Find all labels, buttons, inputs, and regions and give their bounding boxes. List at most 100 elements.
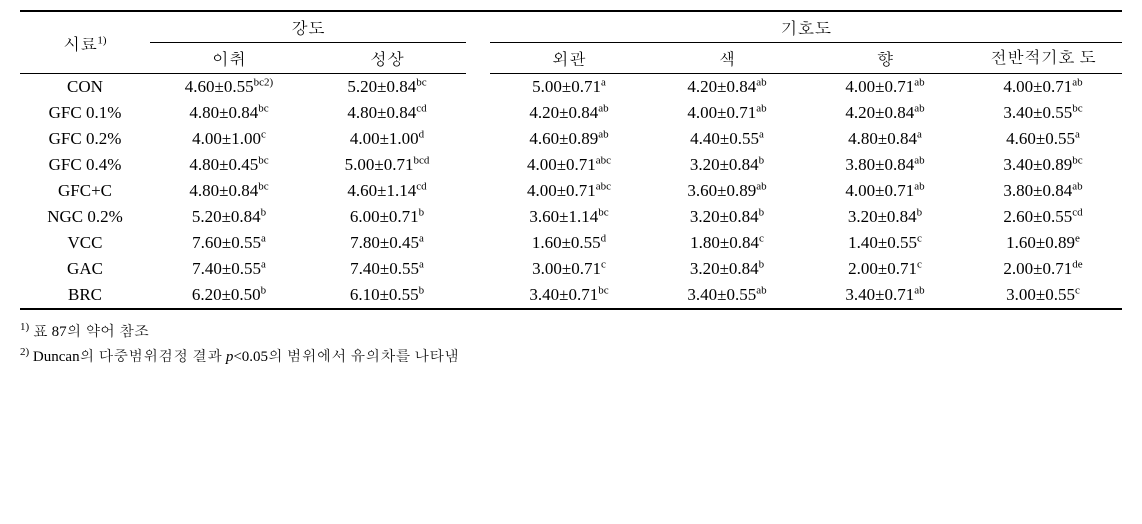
cell-superscript: ab [914, 154, 924, 166]
footnote-2-text-a: Duncan의 다중범위검정 결과 [29, 349, 226, 365]
cell-mean-sd: 4.20±0.84 [845, 103, 914, 122]
cell-superscript: cd [416, 102, 426, 114]
cell-mean-sd: 5.20±0.84 [347, 77, 416, 96]
cell-mean-sd: 2.00±0.71 [1003, 259, 1072, 278]
cell-mean-sd: 4.20±0.84 [687, 77, 756, 96]
cell-mean-sd: 4.00±0.71 [845, 181, 914, 200]
cell-superscript: abc [596, 180, 611, 192]
cell-superscript: a [601, 76, 606, 88]
cell-value: 4.80±0.84a [806, 126, 964, 152]
sample-label: 시료 [63, 35, 97, 54]
cell-mean-sd: 4.00±0.71 [845, 77, 914, 96]
cell-value: 4.00±0.71ab [648, 100, 806, 126]
cell-value: 4.80±0.84bc [150, 178, 308, 204]
cell-value: 1.40±0.55c [806, 230, 964, 256]
cell-superscript: cd [1072, 206, 1082, 218]
table-row: GFC 0.2%4.00±1.00c4.00±1.00d4.60±0.89ab4… [20, 126, 1122, 152]
cell-value: 4.20±0.84ab [648, 74, 806, 101]
cell-value: 4.80±0.45bc [150, 152, 308, 178]
row-label: NGC 0.2% [20, 204, 150, 230]
cell-value: 5.20±0.84b [150, 204, 308, 230]
cell-value: 7.80±0.45a [308, 230, 466, 256]
row-spacer [466, 178, 490, 204]
cell-mean-sd: 3.40±0.71 [529, 285, 598, 304]
cell-superscript: ab [756, 76, 766, 88]
cell-mean-sd: 4.80±0.84 [189, 181, 258, 200]
footnote-2-sup: 2) [20, 346, 29, 358]
cell-mean-sd: 6.20±0.50 [192, 285, 261, 304]
cell-value: 4.00±0.71abc [490, 152, 648, 178]
cell-value: 5.00±0.71a [490, 74, 648, 101]
cell-superscript: ab [914, 102, 924, 114]
footnotes: 1) 표 87의 약어 참조 2) Duncan의 다중범위검정 결과 p<0.… [20, 320, 1122, 366]
cell-superscript: a [1075, 128, 1080, 140]
cell-value: 3.20±0.84b [648, 152, 806, 178]
cell-superscript: ab [1072, 180, 1082, 192]
table-body: CON4.60±0.55bc2)5.20±0.84bc5.00±0.71a4.2… [20, 74, 1122, 310]
footnote-1-text: 표 87의 약어 참조 [29, 324, 149, 340]
cell-value: 4.60±1.14cd [308, 178, 466, 204]
table-row: GFC 0.4%4.80±0.45bc5.00±0.71bcd4.00±0.71… [20, 152, 1122, 178]
cell-value: 7.40±0.55a [150, 256, 308, 282]
cell-mean-sd: 4.60±0.55 [185, 77, 254, 96]
cell-mean-sd: 1.60±0.55 [532, 233, 601, 252]
row-spacer [466, 126, 490, 152]
cell-superscript: abc [596, 154, 611, 166]
cell-mean-sd: 3.60±0.89 [687, 181, 756, 200]
table-row: VCC7.60±0.55a7.80±0.45a1.60±0.55d1.80±0.… [20, 230, 1122, 256]
table-row: GAC7.40±0.55a7.40±0.55a3.00±0.71c3.20±0.… [20, 256, 1122, 282]
row-label: GFC 0.1% [20, 100, 150, 126]
cell-mean-sd: 4.60±0.55 [1006, 129, 1075, 148]
cell-value: 6.10±0.55b [308, 282, 466, 309]
cell-mean-sd: 4.00±0.71 [687, 103, 756, 122]
cell-value: 2.00±0.71de [964, 256, 1122, 282]
cell-superscript: c [601, 258, 606, 270]
col-intensity-1: 성상 [308, 43, 466, 74]
cell-mean-sd: 6.00±0.71 [350, 207, 419, 226]
cell-value: 3.40±0.89bc [964, 152, 1122, 178]
cell-mean-sd: 1.80±0.84 [690, 233, 759, 252]
cell-superscript: b [759, 154, 765, 166]
cell-superscript: bc [258, 154, 268, 166]
cell-mean-sd: 7.40±0.55 [192, 259, 261, 278]
cell-superscript: b [419, 284, 425, 296]
cell-superscript: bc [416, 76, 426, 88]
row-spacer [466, 152, 490, 178]
cell-mean-sd: 4.00±0.71 [1003, 77, 1072, 96]
cell-value: 3.40±0.71ab [806, 282, 964, 309]
cell-mean-sd: 1.40±0.55 [848, 233, 917, 252]
cell-superscript: a [261, 258, 266, 270]
cell-superscript: e [1075, 232, 1080, 244]
cell-superscript: c [917, 232, 922, 244]
row-label: GFC 0.4% [20, 152, 150, 178]
cell-value: 3.00±0.55c [964, 282, 1122, 309]
cell-value: 3.00±0.71c [490, 256, 648, 282]
cell-mean-sd: 4.40±0.55 [690, 129, 759, 148]
cell-superscript: bc [258, 102, 268, 114]
table-row: CON4.60±0.55bc2)5.20±0.84bc5.00±0.71a4.2… [20, 74, 1122, 101]
cell-superscript: cd [416, 180, 426, 192]
cell-superscript: a [261, 232, 266, 244]
cell-superscript: bc [598, 206, 608, 218]
row-label: VCC [20, 230, 150, 256]
cell-superscript: ab [598, 128, 608, 140]
cell-value: 3.40±0.55bc [964, 100, 1122, 126]
footnote-2-text-b: <0.05의 범위에서 유의차를 나타냄 [233, 349, 459, 365]
cell-superscript: a [419, 232, 424, 244]
cell-mean-sd: 6.10±0.55 [350, 285, 419, 304]
row-spacer [466, 256, 490, 282]
cell-value: 1.60±0.89e [964, 230, 1122, 256]
cell-superscript: ab [914, 180, 924, 192]
row-spacer [466, 282, 490, 309]
cell-value: 1.80±0.84c [648, 230, 806, 256]
cell-value: 2.00±0.71c [806, 256, 964, 282]
cell-superscript: ab [1072, 76, 1082, 88]
cell-mean-sd: 2.00±0.71 [848, 259, 917, 278]
row-label: CON [20, 74, 150, 101]
row-label: GFC 0.2% [20, 126, 150, 152]
cell-value: 3.40±0.55ab [648, 282, 806, 309]
cell-mean-sd: 5.00±0.71 [345, 155, 414, 174]
cell-value: 3.20±0.84b [806, 204, 964, 230]
cell-superscript: de [1072, 258, 1082, 270]
cell-value: 7.40±0.55a [308, 256, 466, 282]
